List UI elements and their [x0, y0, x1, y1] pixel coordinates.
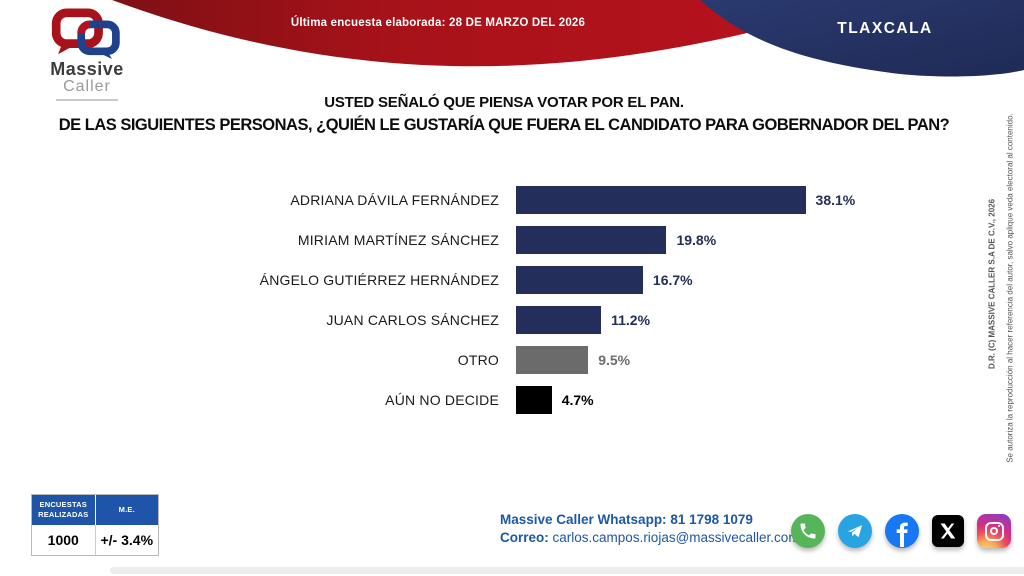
- bar-value-label: 4.7%: [561, 392, 594, 408]
- bar-value-label: 9.5%: [598, 352, 631, 368]
- email-address: carlos.campos.riojas@massivecaller.com: [552, 530, 800, 546]
- instagram-icon[interactable]: [977, 514, 1011, 548]
- chart-row: MIRIAM MARTÍNEZ SÁNCHEZ 19.8%: [0, 220, 900, 260]
- bottom-divider-strip: [110, 567, 1024, 574]
- chart-row: JUAN CARLOS SÁNCHEZ 11.2%: [0, 300, 900, 340]
- bar: [516, 226, 667, 254]
- bar-value-label: 19.8%: [676, 232, 717, 248]
- whatsapp-label: Massive Caller Whatsapp:: [500, 512, 667, 527]
- chart-row: AÚN NO DECIDE 4.7%: [0, 380, 900, 420]
- copyright-line: D.R. (C) MASSIVE CALLER S.A DE C.V., 202…: [987, 198, 997, 370]
- logo-tagline: [56, 98, 118, 101]
- authorization-line: Se autoriza la reproducción al hacer ref…: [1005, 113, 1015, 463]
- bar: [516, 306, 602, 334]
- bar-category-label: AÚN NO DECIDE: [385, 392, 499, 408]
- whatsapp-number: 81 1798 1079: [670, 512, 753, 527]
- whatsapp-icon[interactable]: [791, 514, 825, 548]
- logo-wordmark-massive: Massive: [50, 59, 124, 79]
- stats-header-me: M.E.: [94, 495, 159, 525]
- x-icon[interactable]: [932, 515, 964, 547]
- bar-category-label: JUAN CARLOS SÁNCHEZ: [326, 312, 499, 328]
- question-title-line2: DE LAS SIGUIENTES PERSONAS, ¿QUIÉN LE GU…: [58, 116, 950, 134]
- massive-caller-logo: Massive Caller: [32, 8, 142, 101]
- bar: [516, 266, 643, 294]
- vertical-copyright-zone: D.R. (C) MASSIVE CALLER S.A DE C.V., 202…: [980, 0, 1024, 576]
- bar-category-label: ADRIANA DÁVILA FERNÁNDEZ: [290, 192, 499, 208]
- sample-stats-table: ENCUESTAS REALIZADAS M.E. 1000 +/- 3.4%: [31, 494, 159, 556]
- social-icons-row: [791, 514, 1011, 548]
- whatsapp-contact-line: Massive Caller Whatsapp: 81 1798 1079: [500, 511, 800, 529]
- red-banner-shape: [112, 0, 760, 67]
- bar-category-label: OTRO: [457, 352, 499, 368]
- stats-value-me: +/- 3.4%: [94, 524, 159, 555]
- facebook-icon[interactable]: [885, 514, 919, 548]
- bar: [516, 346, 589, 374]
- bar-value-label: 38.1%: [815, 192, 856, 208]
- chart-row: ÁNGELO GUTIÉRREZ HERNÁNDEZ 16.7%: [0, 260, 900, 300]
- region-title: TLAXCALA: [837, 20, 933, 37]
- navy-corner-shape: [700, 0, 1024, 77]
- email-contact-line: Correo: carlos.campos.riojas@massivecall…: [500, 529, 800, 547]
- bar: [516, 186, 806, 214]
- stats-table-value-row: 1000 +/- 3.4%: [32, 524, 159, 555]
- bar: [516, 386, 552, 414]
- question-title: USTED SEÑALÓ QUE PIENSA VOTAR POR EL PAN…: [0, 94, 1008, 135]
- header-decoration: [112, 0, 1024, 77]
- stats-header-encuestas: ENCUESTAS REALIZADAS: [38, 500, 89, 519]
- bar-category-label: ÁNGELO GUTIÉRREZ HERNÁNDEZ: [259, 272, 499, 288]
- bar-value-label: 11.2%: [611, 312, 651, 328]
- bar-value-label: 16.7%: [652, 272, 693, 288]
- telegram-icon[interactable]: [838, 514, 872, 548]
- bar-category-label: MIRIAM MARTÍNEZ SÁNCHEZ: [297, 232, 499, 248]
- question-title-line1: USTED SEÑALÓ QUE PIENSA VOTAR POR EL PAN…: [324, 94, 684, 111]
- email-label: Correo:: [500, 530, 549, 546]
- stats-value-encuestas: 1000: [47, 531, 79, 548]
- chart-row: OTRO 9.5%: [0, 340, 900, 380]
- speech-bubbles-icon: [51, 8, 120, 60]
- stats-table-header-row: ENCUESTAS REALIZADAS M.E.: [32, 495, 158, 525]
- chart-row: ADRIANA DÁVILA FERNÁNDEZ 38.1%: [0, 180, 900, 220]
- contact-block: Massive Caller Whatsapp: 81 1798 1079 Co…: [500, 511, 800, 547]
- instagram-camera-glyph: [984, 521, 1004, 541]
- last-survey-banner: Última encuesta elaborada: 28 DE MARZO D…: [290, 17, 586, 29]
- bar-chart: ADRIANA DÁVILA FERNÁNDEZ 38.1% MIRIAM MART…: [0, 180, 900, 420]
- logo-wordmark-caller: Caller: [63, 78, 111, 95]
